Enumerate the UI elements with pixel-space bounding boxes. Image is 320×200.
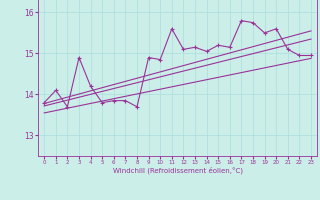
X-axis label: Windchill (Refroidissement éolien,°C): Windchill (Refroidissement éolien,°C)	[113, 167, 243, 174]
